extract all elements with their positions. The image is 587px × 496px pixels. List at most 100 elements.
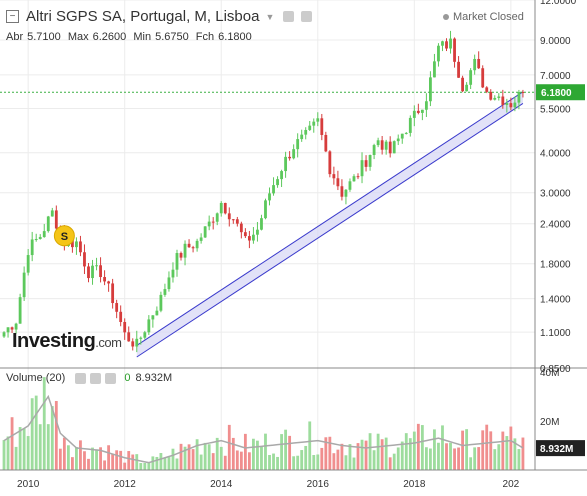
split-annotation-marker [53,225,75,247]
candle-body [235,219,239,224]
candle-body [247,236,251,241]
candle-body [223,202,227,214]
y-tick-label: 2.4000 [540,220,571,231]
candle-body [264,200,267,219]
volume-bar [384,437,388,470]
volume-bar [58,448,62,470]
volume-header: Volume (20) 0 8.932M [6,372,172,384]
volume-bar [424,447,428,470]
candle-body [356,176,360,178]
candle-body [384,141,388,150]
candle-body [296,139,300,150]
y-tick-label: 12.0000 [540,0,577,7]
candle-body [328,151,332,175]
close-icon[interactable] [301,11,313,22]
volume-bar [66,445,70,470]
market-status: Market Closed [443,11,524,23]
volume-bar [437,442,440,470]
candle-body [119,311,123,322]
annotations: S [53,225,75,247]
candle-body [143,332,147,338]
volume-bar [509,426,513,470]
candle-body [199,237,203,241]
volume-bar [111,453,115,470]
volume-bar [18,427,22,470]
candle-body [352,176,356,182]
candle-body [416,110,420,113]
close-icon[interactable] [105,372,117,384]
caret-down-icon[interactable]: ▼ [265,11,275,22]
volume-bar [489,431,493,470]
candle-body [344,189,348,197]
volume-bar [453,448,456,470]
close-value: 6.1800 [218,31,252,43]
candle-body [79,241,82,253]
logo-main: Investing [12,330,96,352]
volume-bar [46,424,50,470]
volume-bar [324,437,328,470]
candle-body [243,232,247,237]
low-label: Min [133,31,152,43]
volume-bar [404,433,408,470]
candle-body [489,91,493,100]
collapse-icon[interactable]: − [6,10,19,23]
volume-bar [276,456,279,470]
candle-body [147,319,151,333]
x-tick-label: 202 [503,479,520,490]
candle-body [115,303,119,312]
volume-bar [235,450,239,470]
volume-bar [155,456,159,470]
candle-body [239,223,243,233]
candle-body [91,265,94,279]
volume-bar [304,445,308,470]
volume-bar [147,462,151,470]
candle-body [465,84,469,92]
candle-body [292,149,296,159]
candle-body [441,41,444,46]
candle-body [46,216,50,232]
candle-body [412,110,416,118]
candle-body [155,310,159,316]
gear-icon[interactable] [90,372,102,384]
candle-body [453,38,456,62]
candle-body [75,241,78,248]
candle-body [501,96,505,105]
volume-bar [465,429,469,470]
candle-body [10,327,14,330]
market-status-text: Market Closed [453,11,524,23]
volume-bar [400,441,404,470]
volume-bar [320,447,324,470]
volume-bar [513,438,517,470]
candle-body [135,338,139,347]
volume-y-tick-label: 20M [540,417,559,428]
volume-y-tick-label: 40M [540,368,559,379]
candle-body [219,202,223,214]
eye-icon[interactable] [283,11,295,22]
x-tick-label: 2012 [114,479,137,490]
volume-bar [183,446,187,470]
volume-bar [469,457,473,470]
low-value: 5.6750 [155,31,189,43]
volume-bar [449,442,452,470]
chart-header: − Altri SGPS SA, Portugal, M, Lisboa ▼ A… [0,0,535,46]
candle-body [429,77,432,102]
candle-body [469,70,473,85]
volume-bar [412,431,416,470]
volume-bar [2,440,6,470]
candle-body [521,92,525,94]
volume-bar [107,445,111,470]
volume-bar [227,424,231,470]
volume-bar [10,417,14,470]
candle-body [517,92,521,103]
chart-frame [0,0,587,471]
volume-bar [167,457,171,470]
candle-body [151,315,155,320]
volume-bar [215,437,219,470]
candle-body [227,213,231,220]
volume-bar [151,456,155,470]
eye-icon[interactable] [75,372,87,384]
candle-body [477,58,481,69]
volume-value: 8.932M [135,372,173,384]
volume-bar [30,398,34,470]
